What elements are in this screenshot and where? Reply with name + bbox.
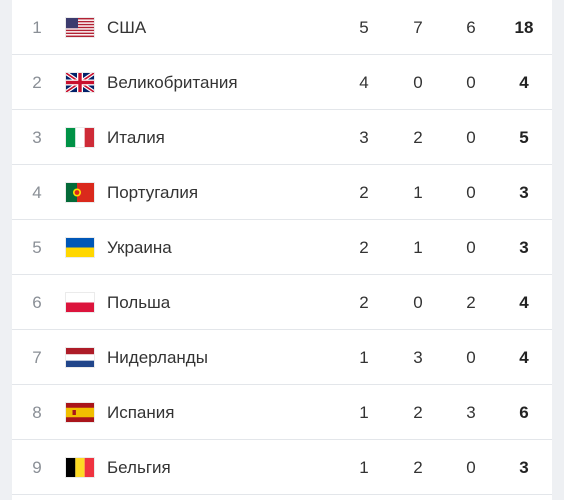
silver-count: 0 [413,293,423,312]
total-count: 4 [519,73,529,92]
left-gutter [0,0,12,500]
bronze-count: 0 [466,183,476,202]
silver-count: 3 [413,348,423,367]
bronze-count: 0 [466,128,476,147]
gold-count: 1 [359,458,369,477]
table-row[interactable]: 6 Польша 2 0 2 4 [12,275,552,330]
medal-standings-table: 1 США 5 7 6 18 2 [12,0,552,500]
gold-count: 2 [359,293,369,312]
total-count: 3 [519,183,529,202]
rank-cell: 3 [32,128,42,147]
bronze-count: 3 [466,403,476,422]
silver-count: 2 [413,458,423,477]
silver-count: 1 [413,183,423,202]
bronze-count: 2 [466,293,476,312]
bronze-count: 0 [466,73,476,92]
gold-count: 5 [359,18,369,37]
gold-count: 3 [359,128,369,147]
country-name[interactable]: Польша [107,293,171,312]
total-count: 3 [519,458,529,477]
netherlands-flag-icon [66,348,94,367]
bronze-count: 0 [466,458,476,477]
gold-count: 1 [359,348,369,367]
total-count: 3 [519,238,529,257]
uk-flag-icon [66,73,94,92]
total-count: 18 [514,18,534,37]
italy-flag-icon [66,128,94,147]
total-count: 4 [519,293,529,312]
bronze-count: 0 [466,348,476,367]
country-name[interactable]: США [107,18,147,37]
country-name[interactable]: Украина [107,238,172,257]
usa-flag-icon [66,18,94,37]
table-row[interactable]: 7 Нидерланды 1 3 0 4 [12,330,552,385]
table-row[interactable]: 4 Португалия 2 1 0 3 [12,165,552,220]
country-name[interactable]: Великобритания [107,73,238,92]
belgium-flag-icon [66,458,94,477]
country-name[interactable]: Испания [107,403,175,422]
gold-count: 4 [359,73,369,92]
table-row[interactable]: 9 Бельгия 1 2 0 3 [12,440,552,495]
bronze-count: 0 [466,238,476,257]
silver-count: 2 [413,128,423,147]
ukraine-flag-icon [66,238,94,257]
silver-count: 7 [413,18,423,37]
rank-cell: 7 [32,348,42,367]
rank-cell: 5 [32,238,42,257]
total-count: 6 [519,403,529,422]
rank-cell: 8 [32,403,42,422]
gold-count: 1 [359,403,369,422]
country-name[interactable]: Нидерланды [107,348,208,367]
rank-cell: 4 [32,183,42,202]
spain-flag-icon [66,403,94,422]
country-name[interactable]: Бельгия [107,458,171,477]
silver-count: 2 [413,403,423,422]
total-count: 5 [519,128,529,147]
bronze-count: 6 [466,18,476,37]
table-row[interactable]: 8 Испания 1 2 3 6 [12,385,552,440]
rank-cell: 2 [32,73,42,92]
table-row[interactable]: 2 Великобритания 4 0 0 4 [12,55,552,110]
rank-cell: 1 [32,18,42,37]
rank-cell: 6 [32,293,42,312]
right-gutter [552,0,564,500]
gold-count: 2 [359,183,369,202]
rank-cell: 9 [32,458,42,477]
country-name[interactable]: Португалия [107,183,199,202]
portugal-flag-icon [66,183,94,202]
total-count: 4 [519,348,529,367]
gold-count: 2 [359,238,369,257]
table-row[interactable]: 5 Украина 2 1 0 3 [12,220,552,275]
silver-count: 1 [413,238,423,257]
silver-count: 0 [413,73,423,92]
table-row[interactable]: 1 США 5 7 6 18 [12,0,552,55]
table-row[interactable]: 3 Италия 3 2 0 5 [12,110,552,165]
country-name[interactable]: Италия [107,128,165,147]
poland-flag-icon [66,293,94,312]
